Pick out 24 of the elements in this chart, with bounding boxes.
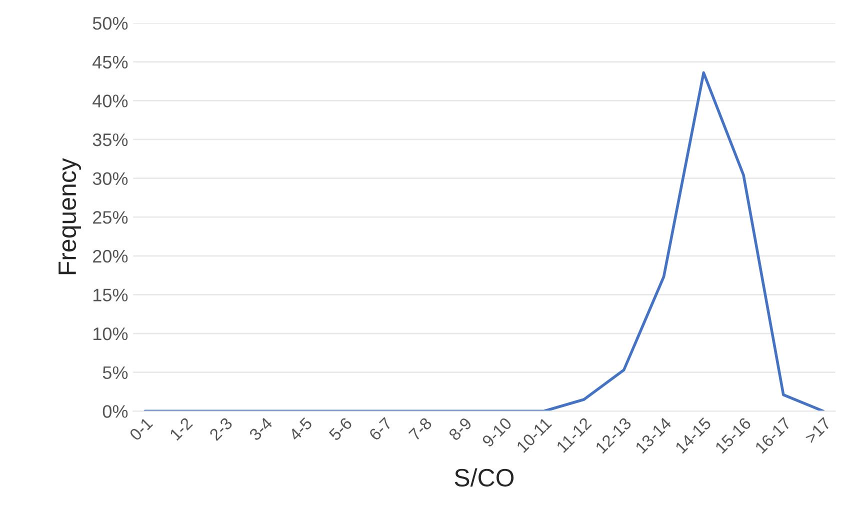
x-tick-label: 4-5 [288,416,313,442]
x-tick-label: >17 [804,417,832,444]
y-tick-label: 10% [94,327,128,340]
x-tick-label: 3-4 [248,416,274,442]
x-tick-label: 2-3 [208,416,234,442]
x-tick-label: 1-2 [169,416,193,441]
y-tick-label: 0% [102,405,128,418]
x-tick-label: 0-1 [128,416,154,442]
x-tick-label: 5-6 [328,416,353,442]
x-tick-label: 8-9 [448,416,472,442]
y-axis-title: Frequency [58,158,82,274]
x-tick-label: 6-7 [368,416,393,442]
y-tick-label: 20% [93,250,128,263]
y-tick-label: 30% [92,172,128,185]
y-tick-label: 45% [92,56,128,69]
x-axis-title: S/CO [454,468,514,487]
y-tick-label: 35% [92,133,128,146]
y-tick-label: 25% [93,211,128,224]
y-tick-label: 5% [102,366,128,380]
y-tick-label: 40% [92,94,128,108]
y-tick-label: 50% [92,16,128,30]
line-series [144,71,825,412]
x-tick-label: 7-8 [408,416,433,442]
y-tick-label: 15% [94,288,128,302]
